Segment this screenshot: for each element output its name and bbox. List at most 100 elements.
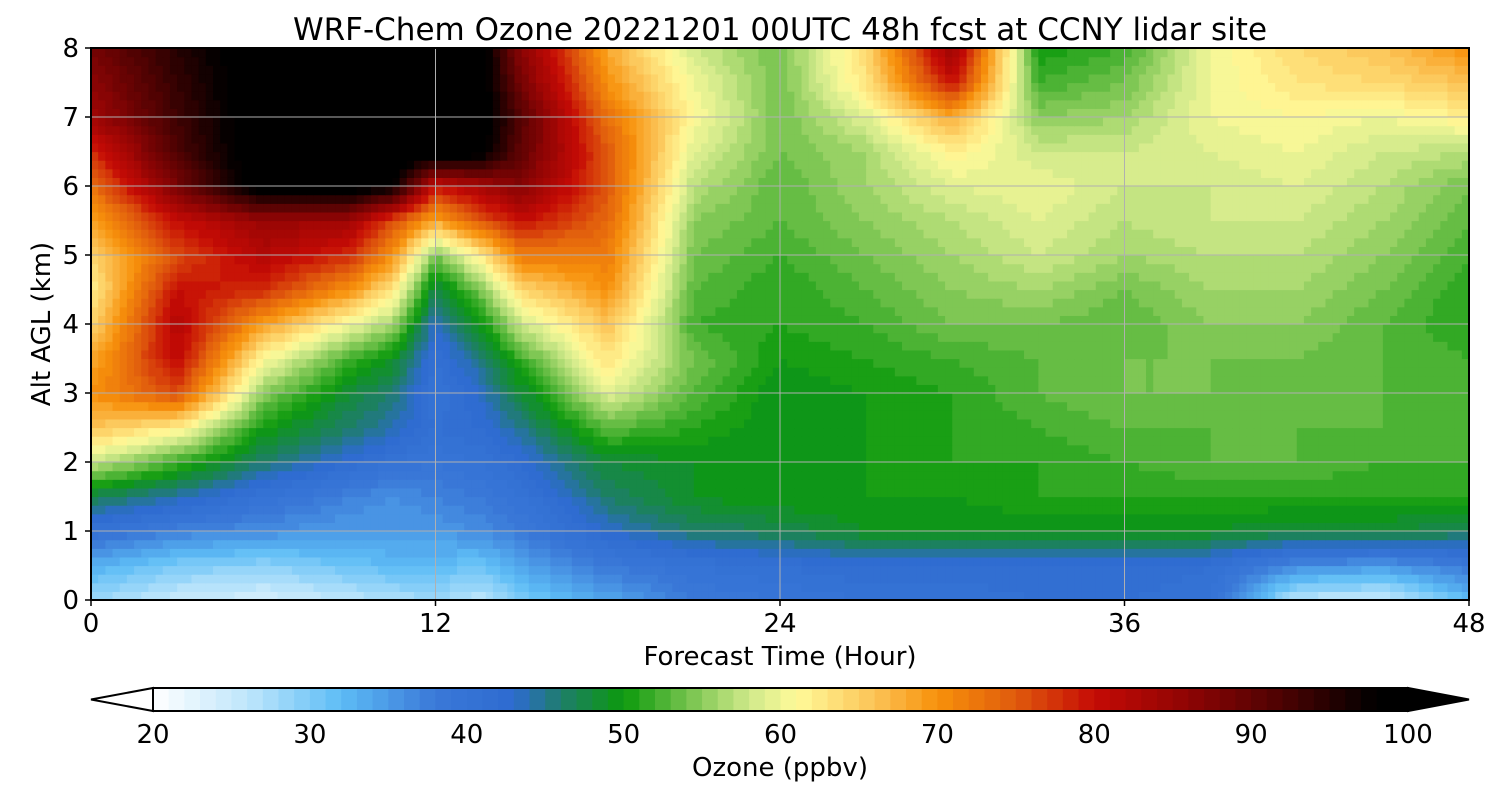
heatmap-cell: [1440, 505, 1449, 515]
heatmap-cell: [1397, 375, 1406, 385]
heatmap-cell: [205, 513, 214, 523]
heatmap-cell: [1059, 401, 1068, 411]
heatmap-cell: [679, 574, 688, 584]
heatmap-cell: [772, 436, 781, 446]
heatmap-cell: [248, 418, 257, 429]
heatmap-cell: [342, 582, 350, 592]
heatmap-cell: [169, 444, 178, 454]
heatmap-cell: [1067, 427, 1075, 437]
heatmap-cell: [1289, 513, 1298, 523]
heatmap-cell: [1045, 556, 1054, 567]
heatmap-cell: [428, 574, 437, 584]
heatmap-cell: [126, 470, 135, 480]
heatmap-cell: [550, 375, 559, 385]
heatmap-cell: [579, 453, 587, 463]
heatmap-cell: [837, 479, 846, 489]
heatmap-cell: [772, 556, 781, 567]
heatmap-cell: [557, 393, 566, 403]
heatmap-cell: [686, 548, 695, 558]
heatmap-cell: [1074, 505, 1083, 515]
heatmap-cell: [1016, 375, 1025, 385]
heatmap-cell: [342, 548, 350, 558]
heatmap-cell: [1117, 522, 1126, 532]
heatmap-cell: [119, 418, 128, 429]
heatmap-cell: [528, 539, 537, 549]
heatmap-cell: [1332, 375, 1341, 385]
heatmap-cell: [1167, 393, 1176, 403]
heatmap-cell: [1016, 548, 1025, 558]
heatmap-cell: [586, 462, 594, 472]
heatmap-cell: [873, 539, 882, 549]
heatmap-cell: [277, 539, 286, 549]
heatmap-cell: [148, 410, 157, 420]
heatmap-cell: [851, 453, 860, 463]
heatmap-cell: [528, 496, 537, 506]
heatmap-cell: [385, 427, 394, 437]
heatmap-cell: [1268, 375, 1276, 385]
heatmap-cell: [378, 591, 386, 601]
heatmap-cell: [1210, 410, 1219, 420]
heatmap-cell: [112, 410, 121, 420]
heatmap-cell: [995, 375, 1004, 385]
heatmap-cell: [457, 375, 465, 385]
heatmap-cell: [320, 393, 329, 403]
heatmap-cell: [1102, 393, 1111, 403]
heatmap-cell: [177, 401, 185, 411]
heatmap-cell: [1146, 401, 1154, 411]
heatmap-cell: [902, 401, 910, 411]
heatmap-cell: [1052, 505, 1061, 515]
heatmap-cell: [507, 444, 516, 454]
heatmap-cell: [980, 496, 989, 506]
heatmap-cell: [1433, 384, 1441, 394]
heatmap-cell: [378, 522, 386, 532]
heatmap-cell: [126, 556, 135, 567]
heatmap-cell: [1440, 384, 1449, 394]
heatmap-cell: [873, 401, 882, 411]
heatmap-cell: [665, 384, 673, 394]
heatmap-cell: [808, 556, 817, 567]
heatmap-cell: [564, 418, 573, 429]
heatmap-cell: [1224, 565, 1233, 575]
heatmap-cell: [1117, 410, 1126, 420]
heatmap-cell: [213, 470, 221, 480]
heatmap-cell: [205, 384, 214, 394]
heatmap-cell: [1167, 479, 1176, 489]
heatmap-cell: [823, 531, 831, 541]
heatmap-cell: [1239, 487, 1248, 498]
heatmap-cell: [643, 496, 652, 506]
heatmap-cell: [815, 462, 824, 472]
heatmap-cell: [909, 539, 917, 549]
heatmap-cell: [1411, 444, 1420, 454]
heatmap-cell: [435, 401, 444, 411]
heatmap-cell: [557, 505, 566, 515]
heatmap-cell: [1425, 427, 1434, 437]
heatmap-cell: [1346, 496, 1355, 506]
heatmap-cell: [1059, 574, 1068, 584]
heatmap-cell: [105, 384, 114, 394]
heatmap-cell: [471, 513, 480, 523]
heatmap-cell: [722, 375, 731, 385]
heatmap-cell: [105, 436, 114, 446]
heatmap-cell: [686, 505, 695, 515]
heatmap-cell: [1016, 582, 1025, 592]
heatmap-cell: [1289, 548, 1298, 558]
heatmap-cell: [535, 444, 544, 454]
heatmap-cell: [1102, 427, 1111, 437]
heatmap-cell: [672, 427, 681, 437]
heatmap-cell: [708, 574, 717, 584]
heatmap-cell: [485, 462, 494, 472]
heatmap-cell: [521, 496, 530, 506]
heatmap-cell: [586, 539, 594, 549]
heatmap-cell: [614, 496, 623, 506]
heatmap-cell: [579, 505, 587, 515]
heatmap-cell: [980, 522, 989, 532]
heatmap-cell: [1239, 556, 1248, 567]
heatmap-cell: [220, 401, 228, 411]
heatmap-cell: [1260, 522, 1269, 532]
heatmap-cell: [1282, 556, 1291, 567]
heatmap-cell: [1124, 479, 1133, 489]
heatmap-cell: [299, 384, 307, 394]
heatmap-cell: [148, 375, 157, 385]
heatmap-cell: [722, 436, 731, 446]
heatmap-cell: [1038, 436, 1047, 446]
